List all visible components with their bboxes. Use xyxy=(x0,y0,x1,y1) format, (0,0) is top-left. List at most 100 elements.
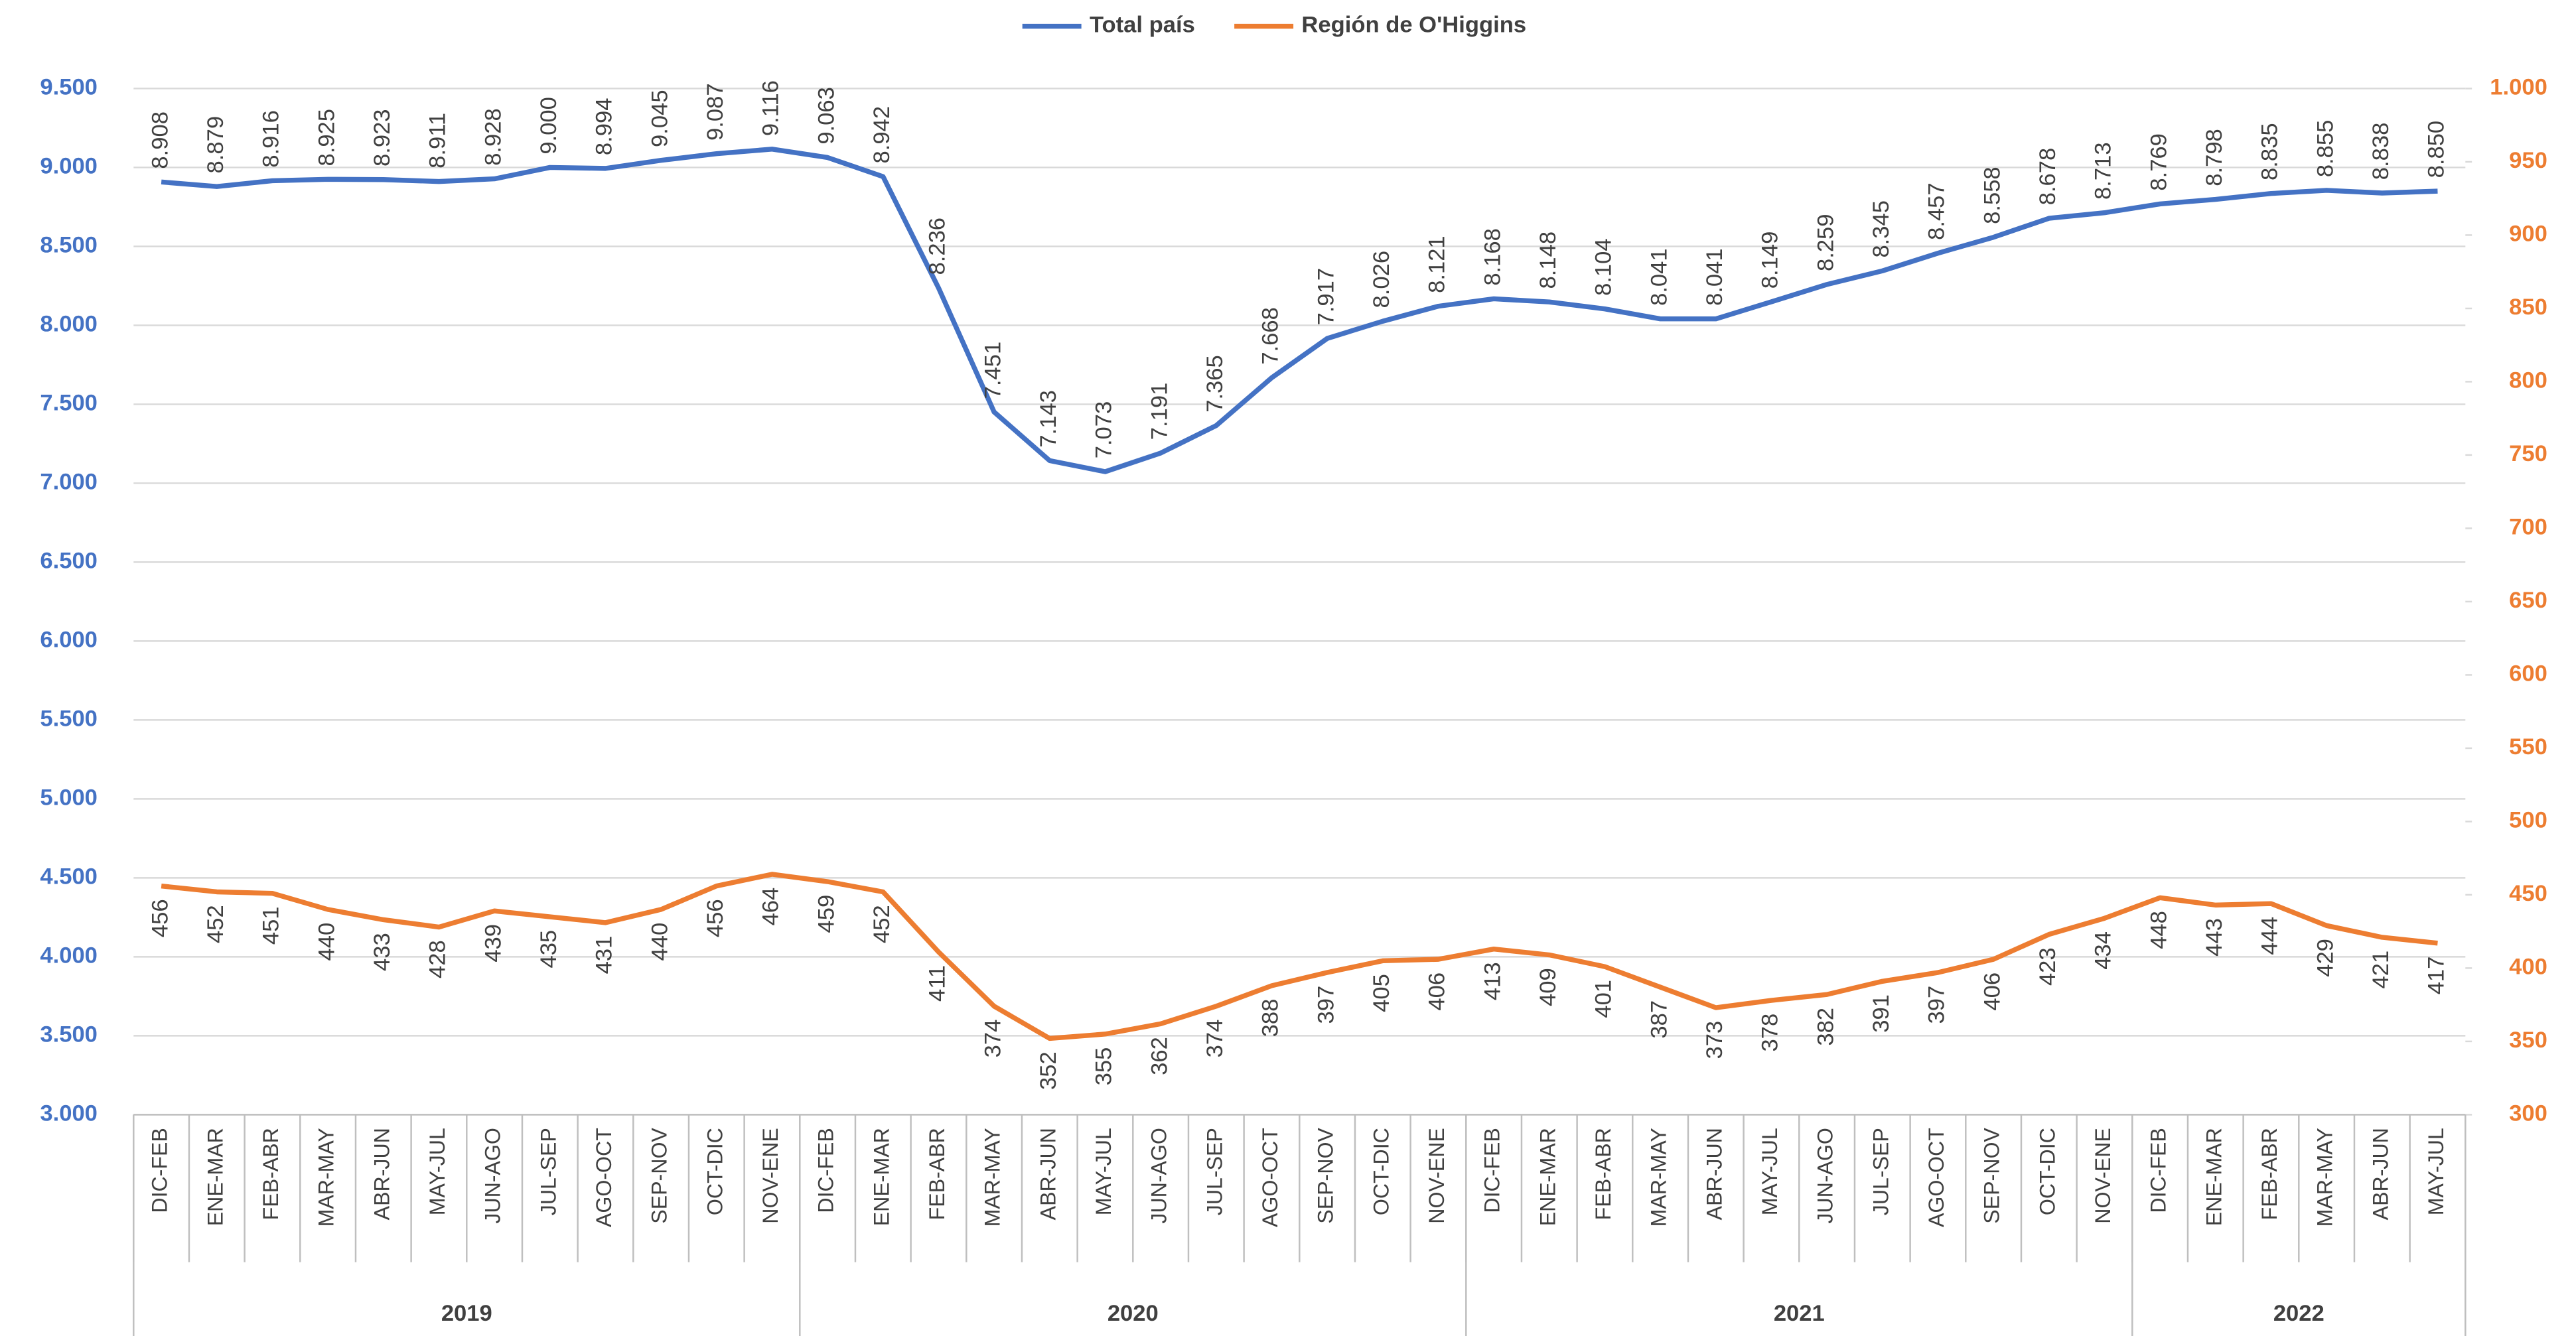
x-tick-label: ENE-MAR xyxy=(869,1128,893,1226)
y2-tick-label: 900 xyxy=(2509,222,2547,247)
data-label: 8.928 xyxy=(480,108,506,166)
x-tick-label: NOV-ENE xyxy=(758,1128,782,1224)
data-label: 409 xyxy=(1536,968,1561,1006)
y2-tick-label: 300 xyxy=(2509,1101,2547,1126)
x-tick-label: FEB-ABR xyxy=(1591,1128,1615,1220)
data-label: 374 xyxy=(1202,1020,1228,1058)
legend-label: Región de O'Higgins xyxy=(1301,13,1526,38)
data-label: 8.838 xyxy=(2368,123,2394,180)
data-label: 8.148 xyxy=(1536,232,1561,289)
data-label: 9.116 xyxy=(758,80,784,136)
y2-tick-label: 450 xyxy=(2509,881,2547,906)
data-label: 8.026 xyxy=(1369,251,1394,308)
x-tick-label: SEP-NOV xyxy=(1314,1128,1338,1224)
x-tick-label: ABR-JUN xyxy=(2368,1128,2392,1220)
x-tick-label: MAY-JUL xyxy=(1758,1128,1782,1215)
data-label: 352 xyxy=(1036,1051,1061,1090)
x-tick-label: DIC-FEB xyxy=(2147,1128,2171,1213)
data-label: 8.121 xyxy=(1425,235,1450,293)
y-tick-label: 9.000 xyxy=(40,154,98,179)
data-label: 8.041 xyxy=(1646,248,1672,306)
y-tick-label: 7.500 xyxy=(40,391,98,416)
data-label: 374 xyxy=(980,1020,1005,1058)
x-tick-label: ABR-JUN xyxy=(1036,1128,1060,1220)
data-label: 8.678 xyxy=(2035,148,2060,206)
data-label: 435 xyxy=(536,930,561,969)
data-label: 8.168 xyxy=(1480,228,1505,286)
x-tick-label: AGO-OCT xyxy=(1924,1128,1948,1227)
data-label: 440 xyxy=(647,923,672,961)
data-label: 429 xyxy=(2313,939,2338,977)
x-tick-label: JUL-SEP xyxy=(536,1128,560,1215)
data-label: 440 xyxy=(314,923,339,961)
x-tick-label: SEP-NOV xyxy=(1980,1128,2004,1224)
x-tick-label: JUN-AGO xyxy=(1814,1128,1837,1224)
x-tick-label: ENE-MAR xyxy=(2202,1128,2226,1226)
y2-tick-label: 800 xyxy=(2509,368,2547,393)
data-label: 413 xyxy=(1480,962,1505,1000)
x-tick-label: FEB-ABR xyxy=(925,1128,949,1220)
data-label: 8.259 xyxy=(1813,214,1838,271)
data-label: 443 xyxy=(2202,918,2227,957)
x-tick-label: FEB-ABR xyxy=(259,1128,283,1220)
data-label: 373 xyxy=(1702,1021,1727,1059)
legend-label: Total país xyxy=(1090,13,1195,38)
y2-tick-label: 600 xyxy=(2509,661,2547,687)
group-label: 2021 xyxy=(1774,1301,1825,1326)
series-line xyxy=(161,147,2438,474)
data-label: 8.850 xyxy=(2424,121,2449,178)
data-label: 8.994 xyxy=(592,98,617,156)
x-tick-label: MAY-JUL xyxy=(425,1128,449,1215)
data-label: 9.087 xyxy=(703,83,728,141)
data-label: 8.879 xyxy=(203,116,228,174)
data-label: 456 xyxy=(147,899,173,937)
y-tick-label: 8.500 xyxy=(40,233,98,258)
x-tick-label: NOV-ENE xyxy=(1425,1128,1449,1224)
data-label: 8.911 xyxy=(425,113,451,168)
data-label: 8.798 xyxy=(2202,129,2227,186)
data-label: 452 xyxy=(203,905,228,943)
x-tick-label: NOV-ENE xyxy=(2091,1128,2115,1224)
data-label: 7.365 xyxy=(1202,355,1228,413)
y2-tick-label: 1.000 xyxy=(2490,75,2547,100)
data-label: 423 xyxy=(2035,947,2060,986)
data-label: 431 xyxy=(592,936,617,974)
data-label: 8.457 xyxy=(1924,182,1950,240)
group-label: 2022 xyxy=(2273,1301,2325,1326)
data-label: 362 xyxy=(1147,1037,1172,1075)
x-tick-label: OCT-DIC xyxy=(703,1128,727,1215)
y-tick-label: 3.000 xyxy=(40,1101,98,1126)
data-label: 434 xyxy=(2091,931,2116,970)
data-label: 8.104 xyxy=(1591,238,1616,296)
data-label: 8.908 xyxy=(147,111,173,169)
data-label: 8.236 xyxy=(925,218,950,275)
y2-tick-label: 500 xyxy=(2509,808,2547,833)
x-tick-label: MAR-MAY xyxy=(2313,1128,2337,1227)
x-tick-label: JUN-AGO xyxy=(481,1128,505,1224)
x-tick-label: ENE-MAR xyxy=(1536,1128,1559,1226)
data-label: 7.668 xyxy=(1258,307,1283,365)
y2-tick-label: 550 xyxy=(2509,734,2547,760)
series-line xyxy=(161,872,2438,1041)
data-label: 452 xyxy=(869,905,894,943)
data-label: 388 xyxy=(1258,999,1283,1037)
data-label: 8.916 xyxy=(259,110,284,168)
x-tick-label: MAY-JUL xyxy=(2424,1128,2448,1215)
data-label: 459 xyxy=(814,895,839,933)
y-tick-label: 3.500 xyxy=(40,1022,98,1047)
x-tick-label: AGO-OCT xyxy=(1258,1128,1282,1227)
data-label: 397 xyxy=(1924,986,1950,1024)
data-label: 456 xyxy=(703,899,728,937)
x-tick-label: JUN-AGO xyxy=(1147,1128,1171,1224)
y-tick-label: 5.000 xyxy=(40,785,98,811)
data-label: 433 xyxy=(370,933,395,971)
data-label: 355 xyxy=(1092,1047,1117,1086)
data-label: 9.000 xyxy=(536,97,561,155)
x-tick-label: OCT-DIC xyxy=(1369,1128,1393,1215)
x-tick-label: OCT-DIC xyxy=(2035,1128,2059,1215)
data-label: 9.045 xyxy=(647,90,672,147)
data-label: 382 xyxy=(1813,1008,1838,1046)
y-tick-label: 5.500 xyxy=(40,706,98,732)
x-tick-label: MAY-JUL xyxy=(1092,1128,1115,1215)
